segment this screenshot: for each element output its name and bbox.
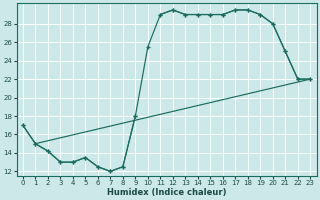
X-axis label: Humidex (Indice chaleur): Humidex (Indice chaleur) xyxy=(107,188,226,197)
